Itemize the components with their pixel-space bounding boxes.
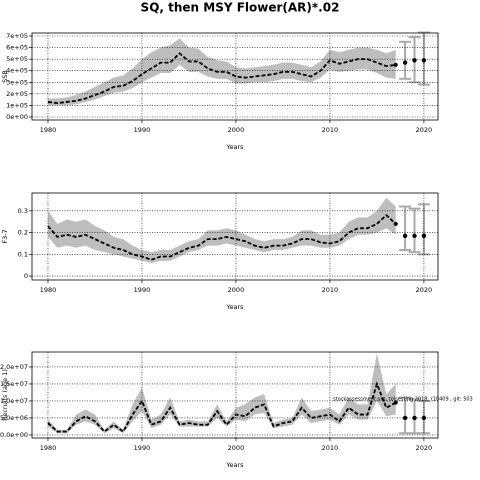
- y-tick-label: 2.0e+07: [0, 363, 28, 371]
- y-tick-label: 0.1: [18, 250, 28, 258]
- x-tick-label: 2020: [416, 444, 433, 452]
- x-tick-label: 1990: [134, 286, 151, 294]
- x-tick-label: 1980: [40, 286, 57, 294]
- confidence-band: [47, 353, 396, 434]
- last-point: [393, 221, 398, 226]
- y-tick-label: 1e+05: [6, 101, 28, 109]
- y-axis-label: F3-7: [1, 229, 9, 243]
- plot-frame: [31, 32, 439, 121]
- x-tick-label: 2010: [322, 286, 339, 294]
- y-axis-label: Recruits (age 1): [1, 369, 9, 421]
- y-tick-label: 7e+05: [6, 32, 28, 40]
- x-tick-label: 2000: [228, 126, 245, 134]
- x-tick-label: 1990: [134, 444, 151, 452]
- y-tick-label: 3e+05: [6, 78, 28, 86]
- projection-point: [412, 58, 417, 63]
- y-tick-label: 0.0e+00: [0, 431, 28, 439]
- y-tick-label: 0.2: [18, 229, 28, 237]
- x-tick-label: 2020: [416, 286, 433, 294]
- confidence-band: [47, 197, 396, 264]
- plot-frame: [31, 351, 439, 439]
- projection-point: [412, 233, 417, 239]
- x-tick-label: 1980: [40, 126, 57, 134]
- y-tick-label: 4e+05: [6, 67, 28, 75]
- y-tick-label: 5.0e+06: [0, 414, 28, 422]
- projection-point: [402, 60, 408, 65]
- median-line: [47, 381, 397, 433]
- projection-point: [402, 233, 408, 239]
- x-tick-label: 2010: [322, 126, 339, 134]
- plot-frame: [31, 192, 439, 281]
- last-point: [393, 400, 398, 405]
- x-tick-label: 2000: [228, 444, 245, 452]
- x-tick-label: 2020: [416, 126, 433, 134]
- median-line: [47, 213, 397, 261]
- y-tick-label: 0e+00: [6, 113, 28, 121]
- y-tick-label: 0.3: [18, 207, 28, 215]
- x-axis-label: Years: [225, 303, 244, 311]
- y-axis-label: SSB: [1, 70, 9, 83]
- x-tick-label: 2010: [322, 444, 339, 452]
- y-tick-label: 1.0e+07: [0, 397, 28, 405]
- figure-title: SQ, then MSY Flower(AR)*.02: [141, 1, 340, 15]
- last-point: [393, 62, 398, 67]
- y-tick-label: 0: [24, 272, 28, 280]
- x-tick-label: 2000: [228, 286, 245, 294]
- y-tick-label: 1.5e+07: [0, 380, 28, 388]
- x-axis-label: Years: [225, 143, 244, 151]
- y-tick-label: 2e+05: [6, 90, 28, 98]
- y-tick-label: 6e+05: [6, 44, 28, 52]
- x-axis-label: Years: [225, 461, 244, 469]
- y-tick-label: 5e+05: [6, 55, 28, 63]
- x-tick-label: 1990: [134, 126, 151, 134]
- x-tick-label: 1980: [40, 444, 57, 452]
- annotation: stockassessment.org, tolsesting 2018, r1…: [333, 397, 473, 403]
- median-line: [47, 52, 396, 105]
